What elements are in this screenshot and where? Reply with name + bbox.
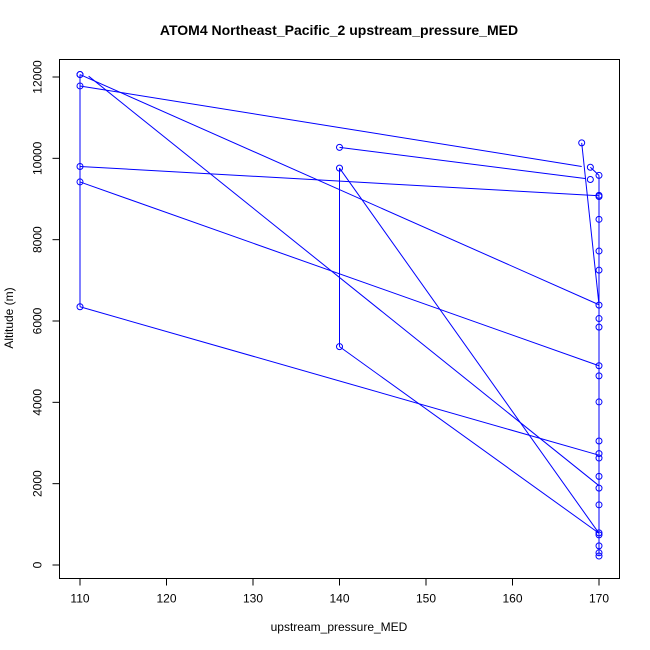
data-point (595, 450, 603, 458)
data-point (76, 71, 84, 79)
data-point (336, 143, 343, 151)
data-point (595, 171, 603, 179)
data-point (595, 323, 603, 331)
series-line-segment (339, 146, 587, 180)
data-point (595, 301, 603, 309)
series-line-segment (79, 85, 582, 167)
plot-area (76, 71, 603, 560)
data-point (595, 215, 603, 223)
y-tick-label: 4000 (31, 389, 45, 416)
x-tick-label: 170 (589, 592, 609, 606)
data-point (595, 542, 603, 550)
y-axis-label: Altitude (m) (2, 287, 16, 348)
series-line-segment (590, 166, 600, 176)
data-point (586, 163, 594, 171)
data-point (578, 139, 586, 147)
data-point (595, 531, 603, 539)
data-point (595, 247, 603, 255)
y-axis: 0 2000 4000 6000 8000 10000 12000 (31, 60, 60, 568)
data-point (595, 472, 603, 480)
x-axis: 110 120 130 140 150 160 170 (70, 578, 609, 606)
data-point (76, 162, 84, 170)
data-point (595, 549, 603, 557)
y-tick-label: 0 (31, 561, 45, 568)
x-tick-label: 140 (329, 592, 349, 606)
data-point (595, 266, 603, 274)
y-tick-label: 2000 (31, 470, 45, 497)
data-point (595, 437, 603, 445)
x-tick-label: 130 (243, 592, 263, 606)
data-point (595, 552, 603, 560)
data-point (76, 82, 84, 90)
chart-title: ATOM4 Northeast_Pacific_2 upstream_press… (160, 22, 518, 38)
y-tick-label: 8000 (31, 226, 45, 253)
series-line-segment (88, 75, 600, 487)
data-point (76, 303, 84, 311)
data-point (595, 501, 603, 509)
data-point (595, 454, 603, 462)
series-line-segment (339, 167, 600, 534)
y-tick-label: 12000 (31, 60, 45, 94)
y-tick-label: 10000 (31, 141, 45, 175)
data-point (586, 175, 594, 183)
data-point (595, 398, 603, 406)
x-tick-label: 160 (502, 592, 522, 606)
data-point (595, 529, 603, 537)
x-tick-label: 150 (416, 592, 436, 606)
data-point (336, 343, 343, 351)
data-point (595, 193, 603, 201)
data-point (595, 484, 603, 492)
data-point (336, 164, 343, 172)
x-axis-label: upstream_pressure_MED (271, 620, 408, 634)
series-line-segment (339, 346, 600, 534)
x-tick-label: 120 (156, 592, 176, 606)
y-tick-label: 6000 (31, 307, 45, 334)
x-tick-label: 110 (70, 592, 89, 606)
data-point (595, 372, 603, 380)
series-line-segment (79, 306, 600, 456)
data-point (595, 315, 603, 323)
data-point (76, 178, 84, 186)
data-point (595, 362, 603, 370)
series-line-segment (581, 142, 600, 305)
